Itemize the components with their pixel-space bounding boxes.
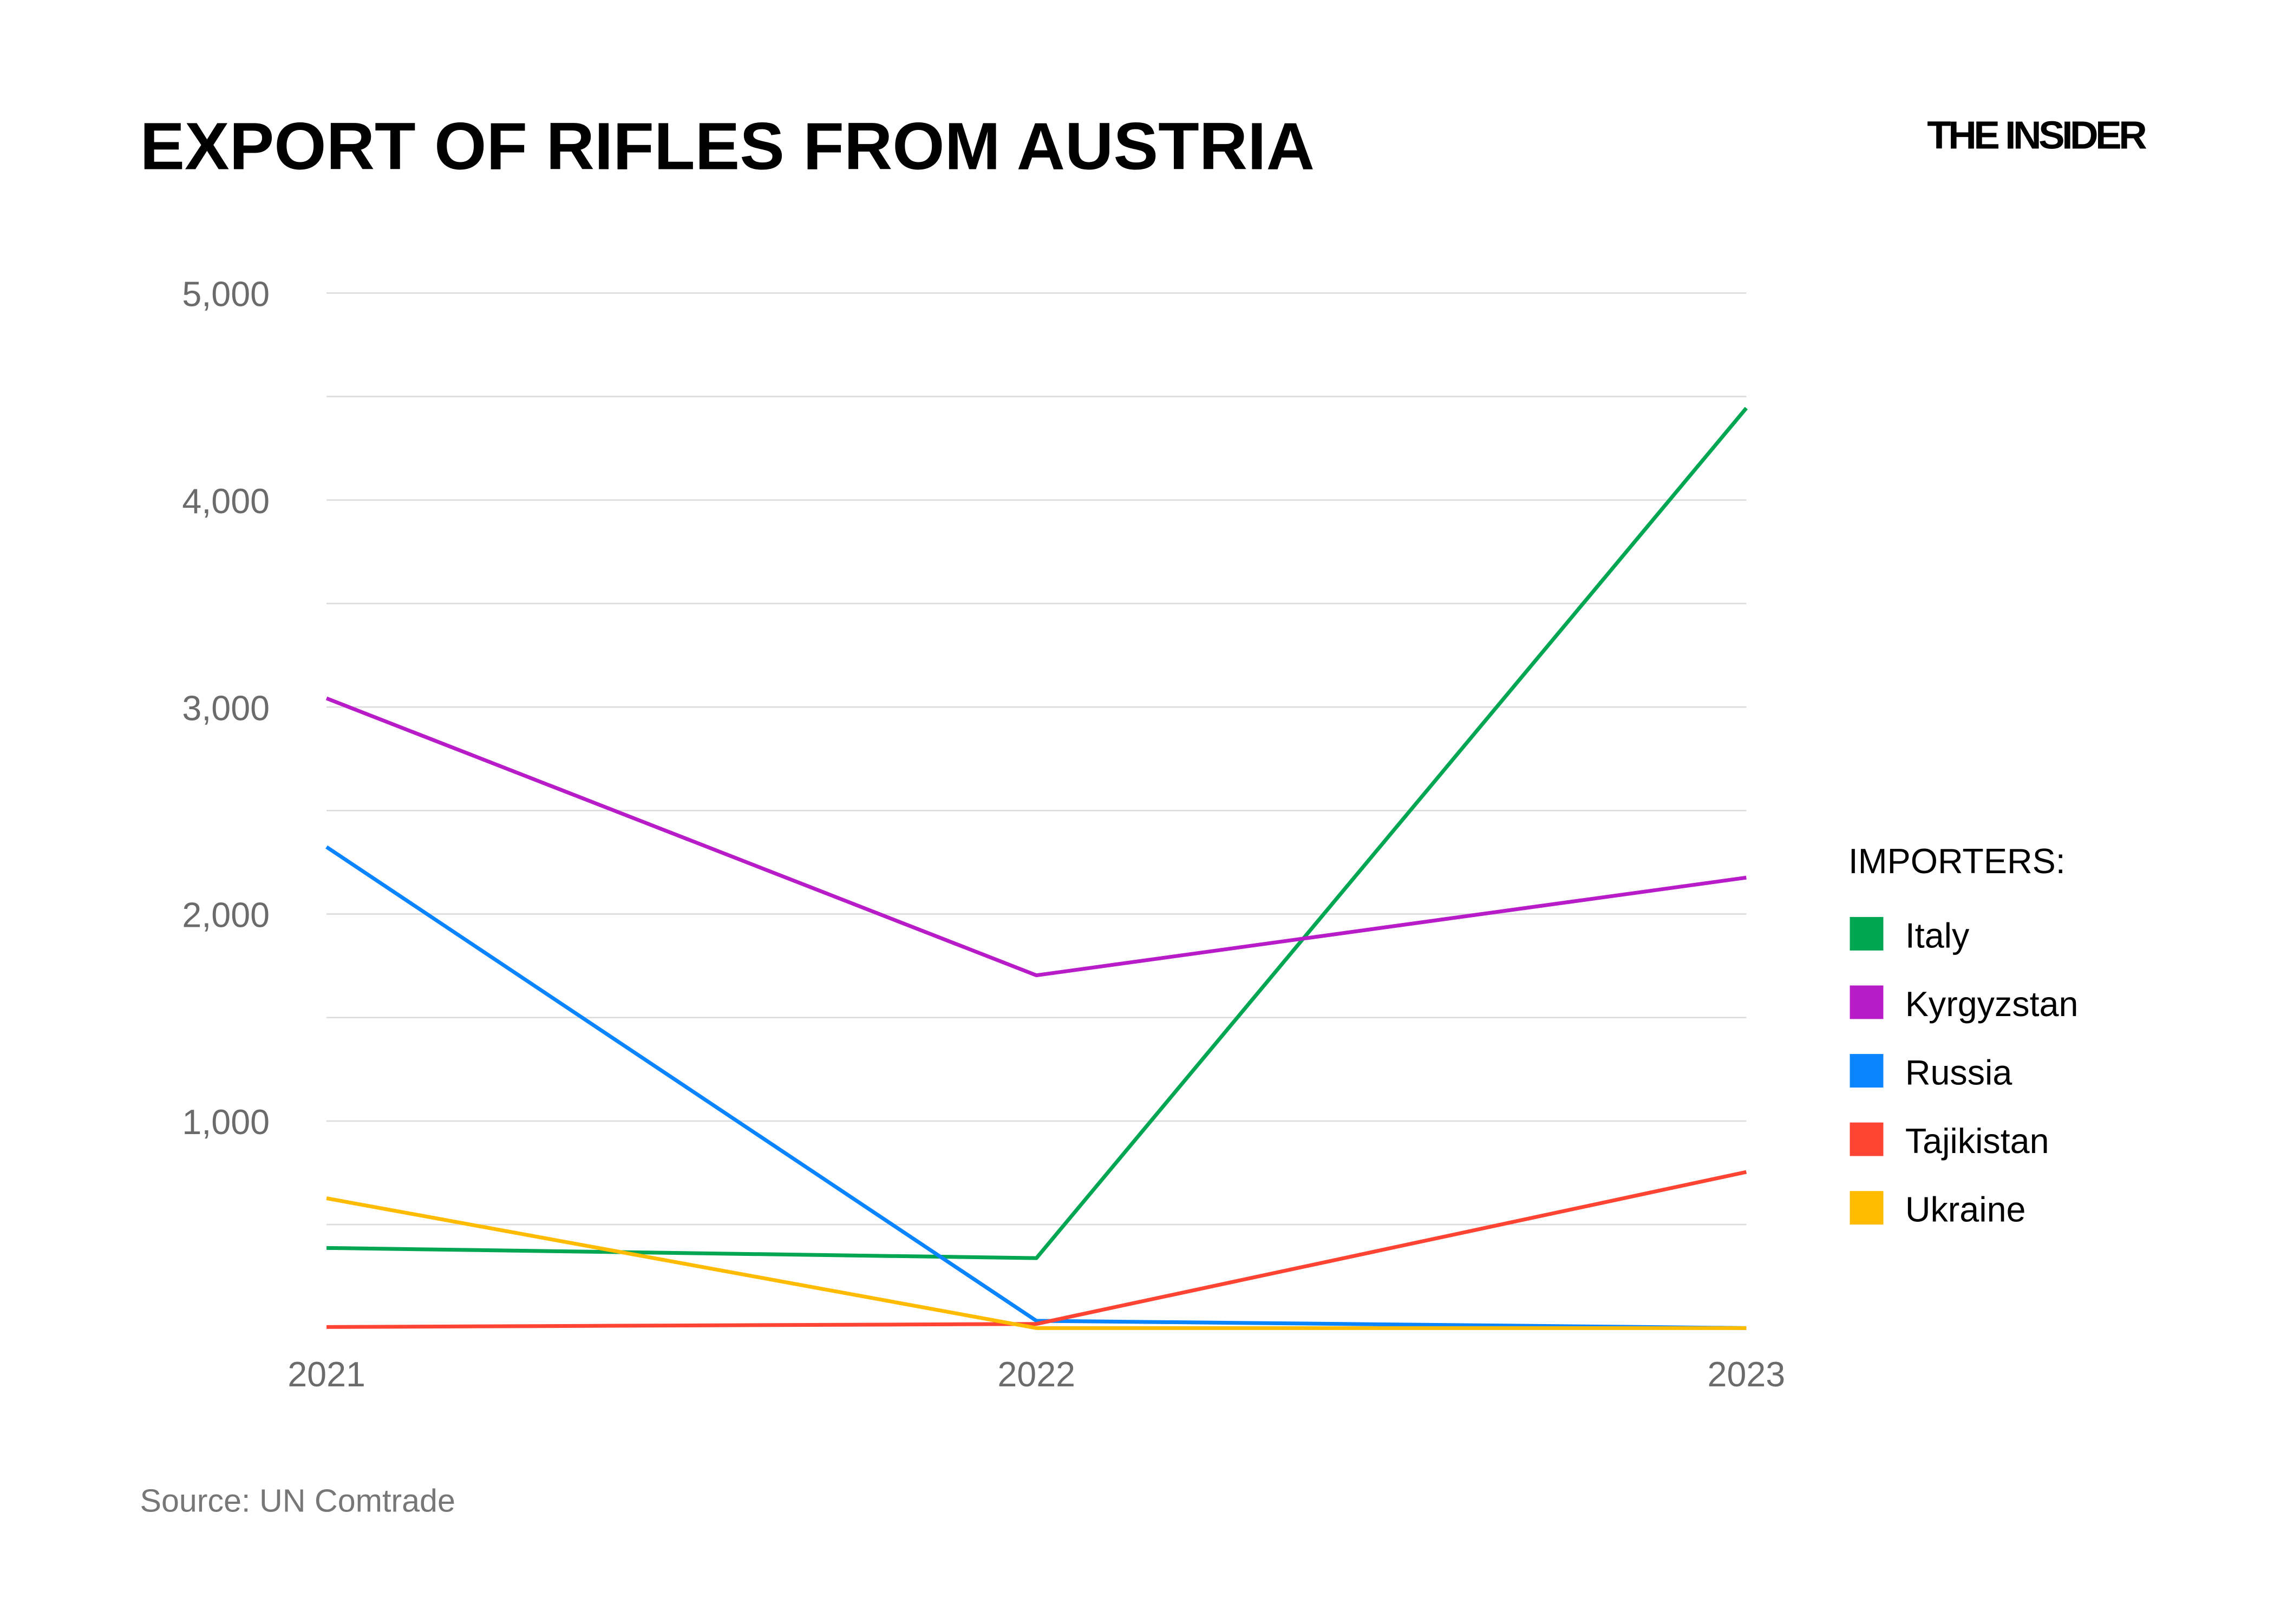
y-tick-label: 3,000 xyxy=(182,689,270,728)
y-tick-label: 5,000 xyxy=(182,275,270,314)
legend-label: Tajikistan xyxy=(1905,1122,2049,1161)
legend-swatch xyxy=(1850,985,1884,1019)
gridlines xyxy=(326,292,1747,1226)
y-axis: 1,000 2,000 3,000 4,000 5,000 xyxy=(182,275,270,1142)
x-tick-label: 2022 xyxy=(997,1355,1075,1394)
legend-swatch xyxy=(1850,1191,1884,1225)
series-line-italy xyxy=(326,407,1748,1260)
chart-title: EXPORT OF RIFLES FROM AUSTRIA xyxy=(140,109,1315,184)
x-tick-label: 2021 xyxy=(287,1355,365,1394)
series-line-ukraine xyxy=(326,1196,1747,1330)
series-line-russia xyxy=(325,845,1747,1330)
series-line-tajikistan xyxy=(326,1170,1747,1329)
series-lines xyxy=(325,407,1748,1330)
legend-label: Italy xyxy=(1905,916,1970,955)
brand-logo: THE INSIDER xyxy=(1927,114,2146,158)
legend-swatch xyxy=(1850,1122,1884,1156)
legend-label: Kyrgyzstan xyxy=(1905,985,2079,1024)
legend-label: Ukraine xyxy=(1905,1190,2026,1229)
legend-swatch xyxy=(1850,1054,1884,1088)
series-line-kyrgyzstan xyxy=(325,696,1747,978)
legend: Italy Kyrgyzstan Russia Tajikistan Ukraine xyxy=(1850,916,2079,1229)
x-tick-label: 2023 xyxy=(1708,1355,1786,1394)
y-tick-label: 1,000 xyxy=(182,1103,270,1142)
y-tick-label: 4,000 xyxy=(182,482,270,521)
source-note: Source: UN Comtrade xyxy=(140,1483,455,1519)
legend-label: Russia xyxy=(1905,1053,2012,1092)
legend-swatch xyxy=(1850,916,1884,951)
legend-title: IMPORTERS: xyxy=(1848,842,2066,881)
y-tick-label: 2,000 xyxy=(182,896,270,935)
x-axis: 2021 2022 2023 xyxy=(287,1355,1785,1394)
